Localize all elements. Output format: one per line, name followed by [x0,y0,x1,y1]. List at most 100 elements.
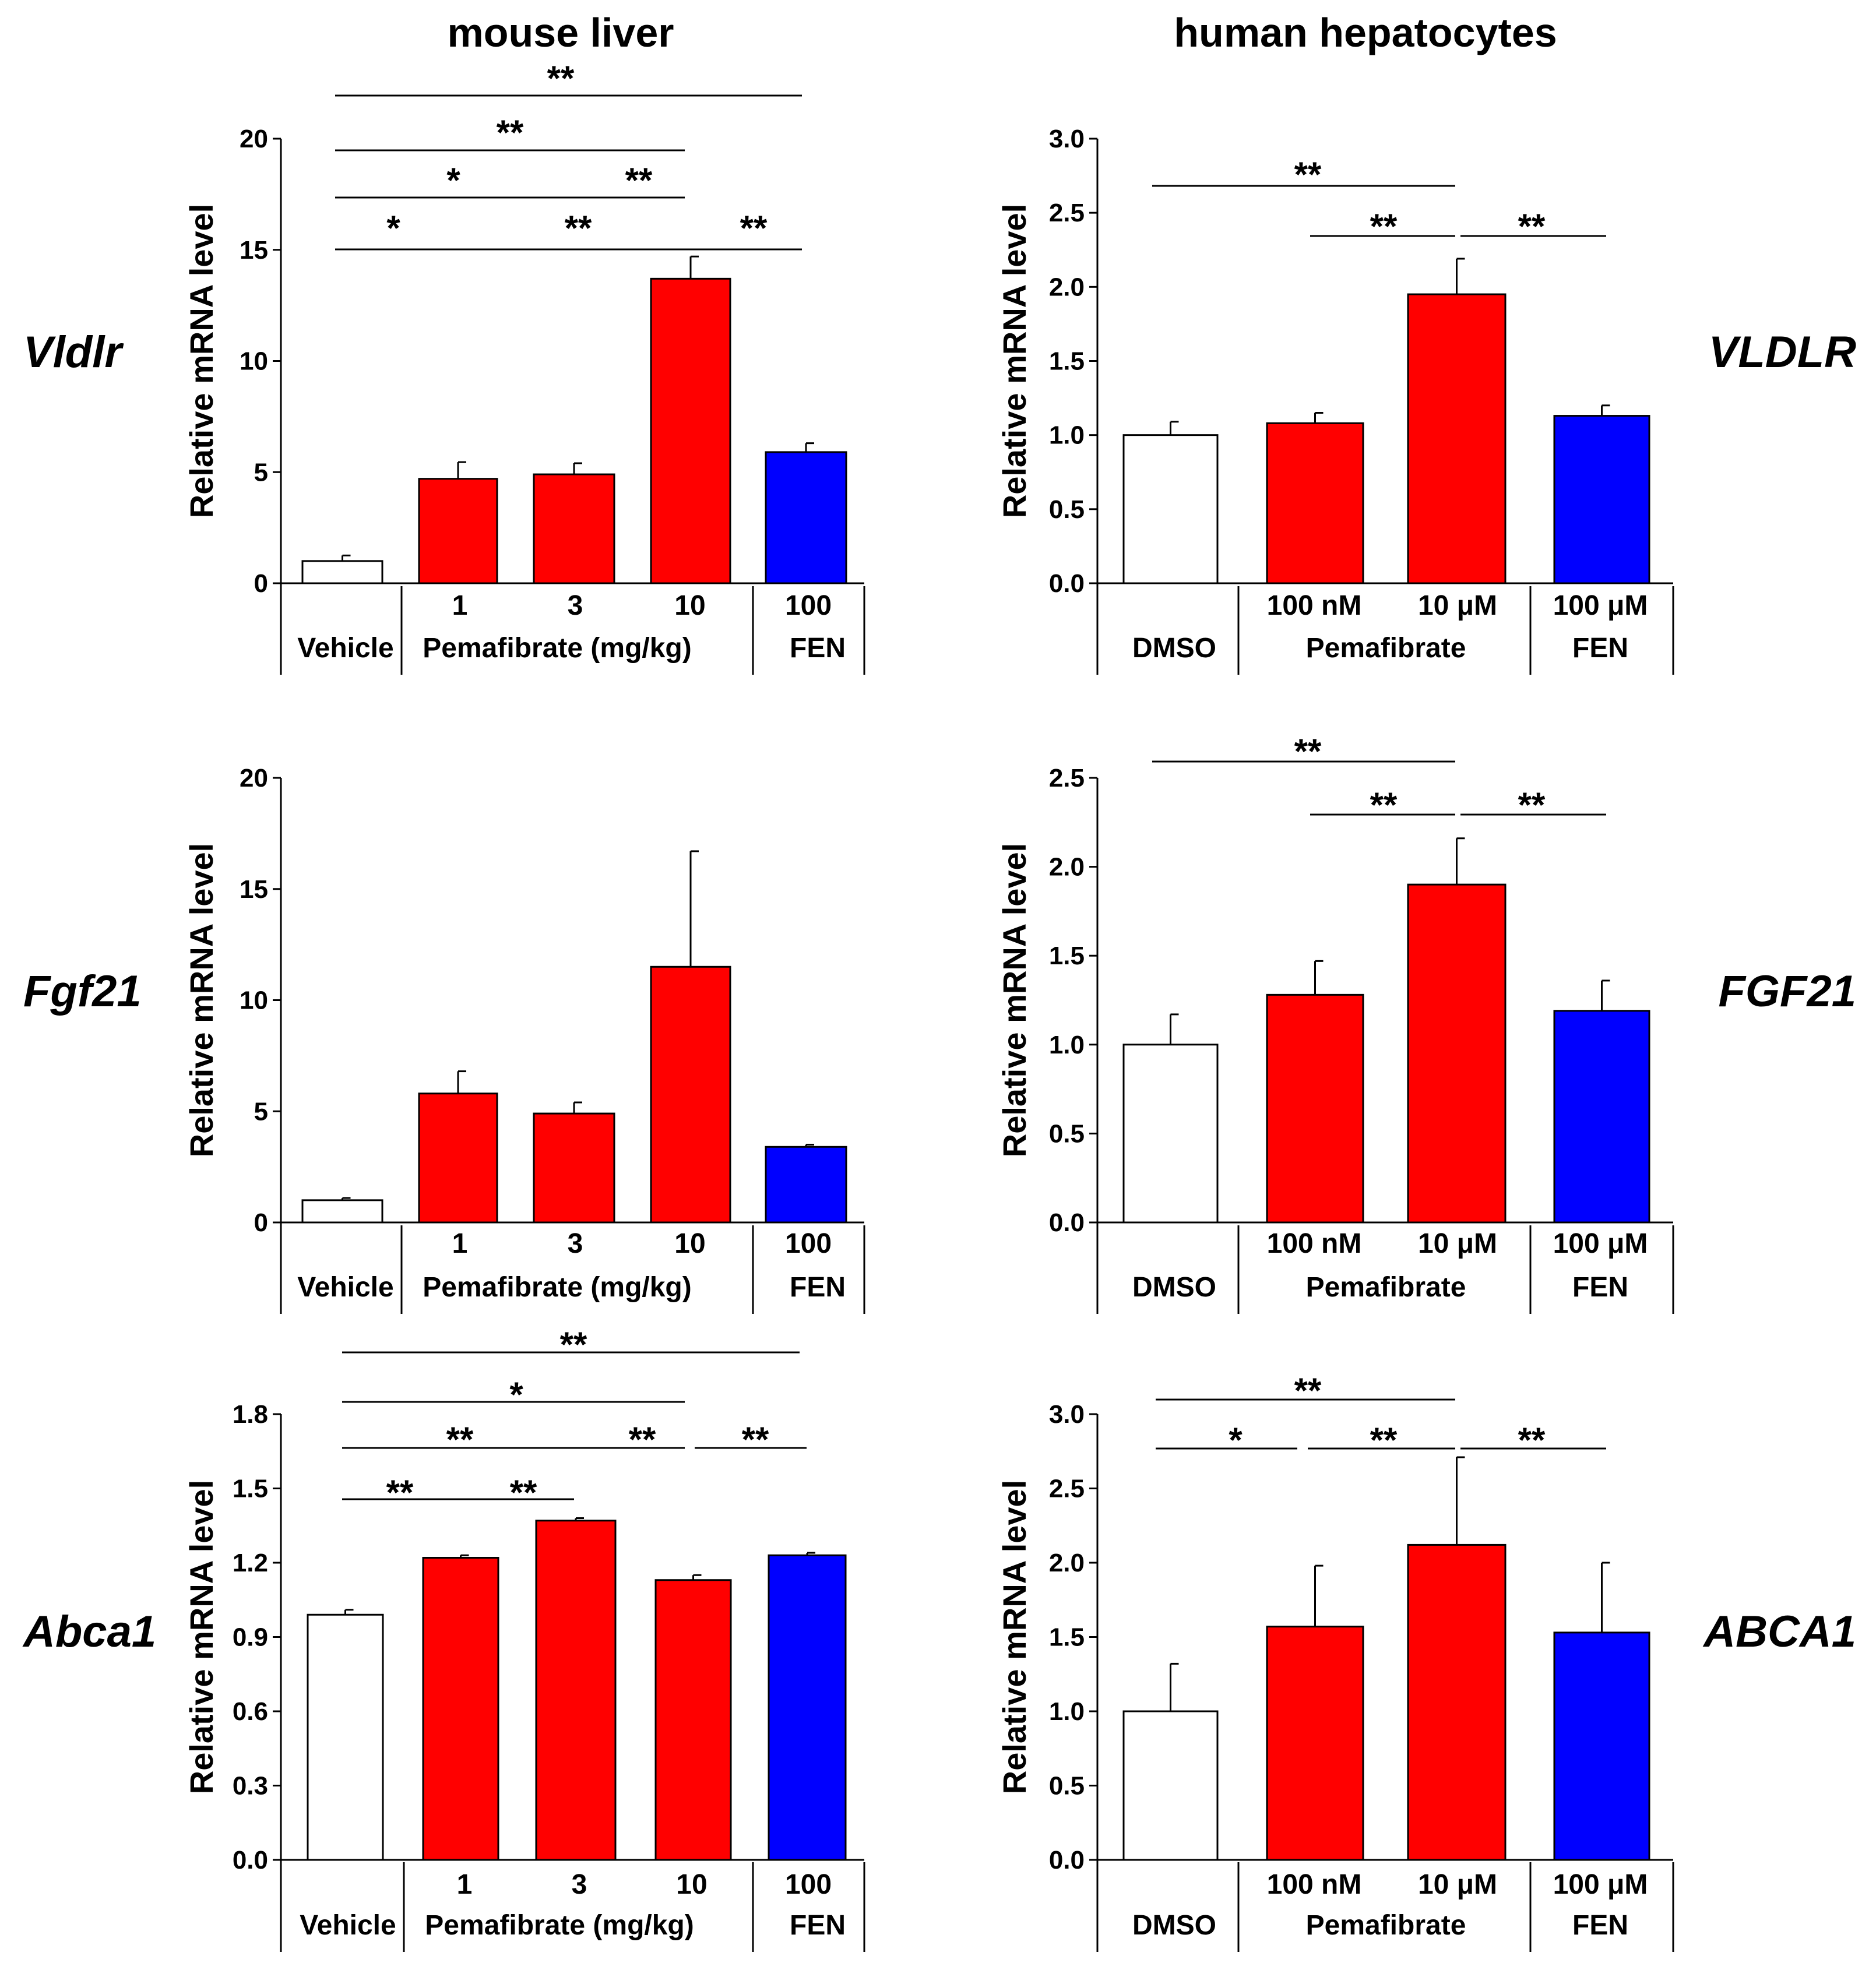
category-label: 100 μM [1553,1228,1648,1259]
y-tick-label: 1.0 [1049,1697,1085,1726]
group-label-vehicle: Vehicle [300,1910,396,1941]
y-tick-label: 1.5 [233,1475,268,1503]
bar [1553,1631,1650,1861]
y-tick-label: 2.5 [1049,764,1085,792]
bar [765,451,847,584]
significance-label: ** [1370,1421,1398,1460]
group-label-treatment: Pemafibrate (mg/kg) [423,1272,691,1303]
y-tick-label: 1.5 [1049,347,1085,376]
group-label-treatment: Pemafibrate (mg/kg) [425,1910,694,1941]
bar [533,1112,615,1224]
y-tick-label: 1.5 [1049,942,1085,970]
bar [1553,1010,1650,1224]
significance-label: ** [565,209,592,248]
bar [301,1199,383,1224]
category-label: 100 [785,1869,832,1900]
group-label-treatment: Pemafibrate [1306,1910,1466,1941]
group-label-vehicle: Vehicle [297,1272,393,1303]
chart-abca1-mouse: Abca1 Relative mRNA level 0.0 0.3 0.6 0.9 1.2 1… [22,1325,865,1952]
significance-label: ** [1518,1421,1546,1460]
group-label-vehicle: DMSO [1132,1910,1216,1941]
bar [654,1579,732,1861]
bar [1553,415,1650,584]
category-label: 10 [674,590,705,621]
y-tick-label: 1.8 [233,1400,268,1429]
group-label-vehicle: DMSO [1132,633,1216,664]
y-tick-label: 0.5 [1049,1119,1085,1148]
category-label: 10 μM [1418,1228,1497,1259]
category-label: 10 [674,1228,705,1259]
group-label-fen: FEN [1572,1910,1628,1941]
significance-label: ** [629,1420,656,1459]
y-tick-label: 2.5 [1049,1475,1085,1503]
y-tick-label: 2.0 [1049,853,1085,882]
bar [535,1520,617,1861]
group-label-vehicle: DMSO [1132,1272,1216,1303]
category-label: 10 [676,1869,707,1900]
y-tick-label: 0.5 [1049,1772,1085,1800]
chart-fgf21-human: FGF21 Relative mRNA level 0.0 0.5 1.0 1.5 2.0 2… [996,732,1856,1314]
group-label-fen: FEN [790,1910,846,1941]
y-tick-label: 0.0 [1049,1208,1085,1237]
significance-label: ** [560,1325,587,1364]
y-tick-label: 1.5 [1049,1623,1085,1652]
y-tick-label: 0.6 [233,1697,268,1726]
significance-label: * [1229,1421,1243,1460]
y-tick-label: 10 [240,986,268,1015]
y-tick-label: 2.5 [1049,199,1085,227]
significance-label: ** [742,1420,769,1459]
column-title-human-hepatocytes: human hepatocytes [1174,10,1557,55]
significance-label: * [386,209,400,248]
bar [1407,293,1507,584]
significance-label: ** [510,1473,537,1512]
category-label: 3 [568,590,583,621]
y-tick-label: 15 [240,875,268,904]
group-label-treatment: Pemafibrate [1306,633,1466,664]
bar [301,560,383,584]
significance-label: ** [625,161,653,200]
significance-label: ** [1294,732,1322,771]
bar [1122,434,1219,584]
significance-label: ** [1370,207,1398,246]
gene-label: Vldlr [23,327,124,377]
group-label-treatment: Pemafibrate [1306,1272,1466,1303]
y-tick-label: 0.0 [1049,569,1085,598]
y-tick-label: 0.0 [233,1846,268,1874]
significance-label: ** [1294,1371,1322,1410]
gene-label: ABCA1 [1702,1607,1856,1657]
category-label: 100 [785,590,832,621]
y-axis-label: Relative mRNA level [183,843,220,1158]
y-tick-label: 0 [254,1208,268,1237]
group-label-vehicle: Vehicle [297,633,393,664]
significance-label: ** [1518,207,1546,246]
column-title-mouse-liver: mouse liver [447,10,674,55]
y-axis-label: Relative mRNA level [996,204,1033,519]
category-label: 3 [572,1869,587,1900]
bar [418,478,498,584]
category-label: 1 [452,1228,468,1259]
y-axis-label: Relative mRNA level [183,204,220,519]
category-label: 100 nM [1267,590,1362,621]
significance-label: ** [547,59,575,98]
chart-vldlr-human: VLDLR Relative mRNA level 0.0 0.5 1.0 1.5 2.0 2… [996,125,1856,675]
category-label: 100 [785,1228,832,1259]
significance-label: ** [1370,785,1398,824]
category-label: 100 μM [1553,590,1648,621]
chart-vldlr-mouse: Vldlr Relative mRNA level 0 5 10 15 20 1 3 10 100 V… [23,59,865,675]
y-tick-label: 20 [240,125,268,153]
y-tick-label: 0.0 [1049,1846,1085,1874]
significance-label: ** [446,1420,474,1459]
y-tick-label: 5 [254,458,268,487]
y-tick-label: 1.0 [1049,1031,1085,1059]
gene-label: Abca1 [22,1607,156,1657]
bar [1407,883,1507,1224]
significance-label: ** [386,1473,414,1512]
bar [533,473,615,584]
y-axis-label: Relative mRNA level [183,1480,220,1795]
chart-abca1-human: ABCA1 Relative mRNA level 0.0 0.5 1.0 1.5 2.0 2… [996,1371,1856,1952]
y-tick-label: 0.5 [1049,495,1085,524]
significance-label: ** [1294,155,1322,194]
category-label: 1 [457,1869,473,1900]
y-axis-label: Relative mRNA level [996,843,1033,1158]
